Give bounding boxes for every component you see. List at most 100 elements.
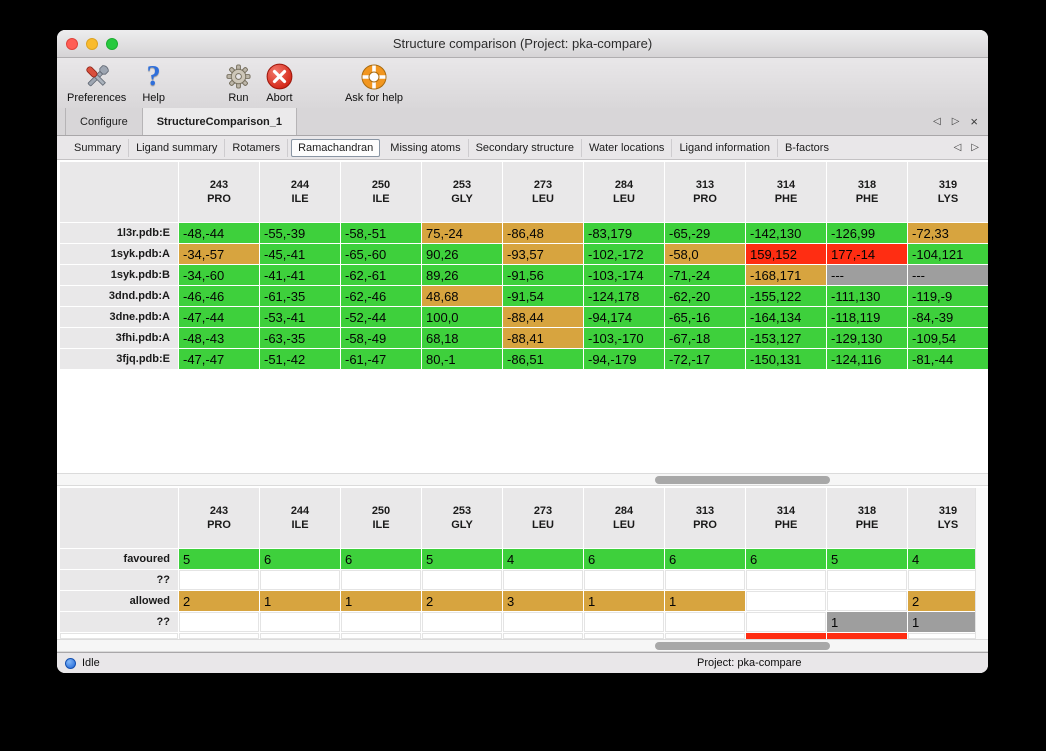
summary-cell[interactable] <box>341 612 421 632</box>
ramachandran-cell[interactable]: -88,41 <box>503 328 583 348</box>
ramachandran-cell[interactable]: -129,130 <box>827 328 907 348</box>
summary-cell[interactable] <box>746 591 826 611</box>
ramachandran-cell[interactable]: -103,-170 <box>584 328 664 348</box>
summary-cell[interactable] <box>584 633 664 639</box>
summary-cell[interactable] <box>827 633 907 639</box>
summary-cell[interactable] <box>341 570 421 590</box>
ramachandran-cell[interactable]: -61,-47 <box>341 349 421 369</box>
summary-cell[interactable] <box>503 633 583 639</box>
ramachandran-cell[interactable]: 89,26 <box>422 265 502 285</box>
ramachandran-cell[interactable]: -91,54 <box>503 286 583 306</box>
summary-cell[interactable]: 4 <box>908 549 975 569</box>
summary-cell[interactable]: 6 <box>665 549 745 569</box>
subtab-ramachandran[interactable]: Ramachandran <box>291 138 381 157</box>
summary-cell[interactable]: 6 <box>260 549 340 569</box>
ramachandran-cell[interactable]: -61,-35 <box>260 286 340 306</box>
ramachandran-cell[interactable]: -153,127 <box>746 328 826 348</box>
ramachandran-cell[interactable]: -55,-39 <box>260 223 340 243</box>
ramachandran-cell[interactable]: -48,-43 <box>179 328 259 348</box>
ramachandran-cell[interactable]: -41,-41 <box>260 265 340 285</box>
ramachandran-cell[interactable]: -52,-44 <box>341 307 421 327</box>
ramachandran-cell[interactable]: -47,-47 <box>179 349 259 369</box>
summary-cell[interactable] <box>746 633 826 639</box>
tab-next-icon[interactable]: ▷ <box>951 116 960 127</box>
summary-cell[interactable] <box>422 633 502 639</box>
ramachandran-cell[interactable]: -124,116 <box>827 349 907 369</box>
summary-cell[interactable]: 2 <box>908 591 975 611</box>
tab-prev-icon[interactable]: ◁ <box>933 116 941 127</box>
summary-cell[interactable] <box>746 570 826 590</box>
ramachandran-cell[interactable]: -109,54 <box>908 328 988 348</box>
ramachandran-cell[interactable]: -65,-60 <box>341 244 421 264</box>
summary-cell[interactable] <box>584 570 664 590</box>
summary-cell[interactable]: 6 <box>341 549 421 569</box>
summary-cell[interactable] <box>665 570 745 590</box>
ramachandran-cell[interactable]: --- <box>908 265 988 285</box>
tab-configure[interactable]: Configure <box>65 108 143 135</box>
summary-cell[interactable]: 5 <box>827 549 907 569</box>
horizontal-scrollbar-top-thumb[interactable] <box>655 476 830 484</box>
ramachandran-cell[interactable]: -88,44 <box>503 307 583 327</box>
ramachandran-cell[interactable]: -62,-46 <box>341 286 421 306</box>
ramachandran-cell[interactable]: -72,33 <box>908 223 988 243</box>
summary-cell[interactable]: 1 <box>260 591 340 611</box>
summary-cell[interactable]: 2 <box>422 591 502 611</box>
summary-cell[interactable] <box>908 633 975 639</box>
subtab-ligand-information[interactable]: Ligand information <box>672 138 778 157</box>
subtab-b-factors[interactable]: B-factors <box>784 141 829 154</box>
ramachandran-cell[interactable]: -168,171 <box>746 265 826 285</box>
horizontal-scrollbar-bottom-thumb[interactable] <box>655 642 830 650</box>
subtab-missing-atoms[interactable]: Missing atoms <box>383 138 469 157</box>
summary-cell[interactable] <box>422 612 502 632</box>
subtab-water-locations[interactable]: Water locations <box>582 138 673 157</box>
summary-cell[interactable]: 6 <box>584 549 664 569</box>
ramachandran-cell[interactable]: 68,18 <box>422 328 502 348</box>
ramachandran-cell[interactable]: -83,179 <box>584 223 664 243</box>
ramachandran-cell[interactable]: -51,-42 <box>260 349 340 369</box>
ramachandran-cell[interactable]: 75,-24 <box>422 223 502 243</box>
summary-cell[interactable] <box>665 633 745 639</box>
ask-for-help-button[interactable]: Ask for help <box>341 61 407 104</box>
tab-close-icon[interactable]: × <box>970 113 978 129</box>
ramachandran-cell[interactable]: 90,26 <box>422 244 502 264</box>
subtab-ligand-summary[interactable]: Ligand summary <box>129 138 226 157</box>
ramachandran-cell[interactable]: 177,-14 <box>827 244 907 264</box>
subtab-summary[interactable]: Summary <box>67 138 130 157</box>
tab-structurecomparison-1[interactable]: StructureComparison_1 <box>142 108 298 135</box>
summary-cell[interactable]: 5 <box>179 549 259 569</box>
summary-cell[interactable] <box>503 612 583 632</box>
ramachandran-cell[interactable]: -65,-29 <box>665 223 745 243</box>
summary-cell[interactable]: 1 <box>584 591 664 611</box>
ramachandran-cell[interactable]: -81,-44 <box>908 349 988 369</box>
ramachandran-cell[interactable]: 80,-1 <box>422 349 502 369</box>
summary-cell[interactable]: 2 <box>179 591 259 611</box>
ramachandran-cell[interactable]: -86,48 <box>503 223 583 243</box>
ramachandran-cell[interactable]: -34,-60 <box>179 265 259 285</box>
ramachandran-cell[interactable]: -63,-35 <box>260 328 340 348</box>
zoom-window-button[interactable] <box>106 38 118 50</box>
ramachandran-cell[interactable]: -62,-61 <box>341 265 421 285</box>
ramachandran-cell[interactable]: -155,122 <box>746 286 826 306</box>
ramachandran-cell[interactable]: -118,119 <box>827 307 907 327</box>
ramachandran-cell[interactable]: -93,57 <box>503 244 583 264</box>
ramachandran-cell[interactable]: -84,-39 <box>908 307 988 327</box>
horizontal-scrollbar-top[interactable] <box>57 473 988 486</box>
summary-cell[interactable] <box>422 570 502 590</box>
ramachandran-cell[interactable]: -102,-172 <box>584 244 664 264</box>
ramachandran-cell[interactable]: -62,-20 <box>665 286 745 306</box>
ramachandran-cell[interactable]: -150,131 <box>746 349 826 369</box>
summary-cell[interactable] <box>179 570 259 590</box>
ramachandran-cell[interactable]: -104,121 <box>908 244 988 264</box>
ramachandran-cell[interactable]: -103,-174 <box>584 265 664 285</box>
ramachandran-cell[interactable]: -91,56 <box>503 265 583 285</box>
subtab-prev-icon[interactable]: ◁ <box>953 142 962 153</box>
ramachandran-cell[interactable]: -72,-17 <box>665 349 745 369</box>
ramachandran-cell[interactable]: -46,-46 <box>179 286 259 306</box>
summary-cell[interactable]: 6 <box>746 549 826 569</box>
summary-cell[interactable]: 1 <box>665 591 745 611</box>
run-button[interactable]: Run <box>221 61 256 104</box>
ramachandran-cell[interactable]: --- <box>827 265 907 285</box>
ramachandran-cell[interactable]: -111,130 <box>827 286 907 306</box>
ramachandran-cell[interactable]: -71,-24 <box>665 265 745 285</box>
summary-cell[interactable]: 4 <box>503 549 583 569</box>
